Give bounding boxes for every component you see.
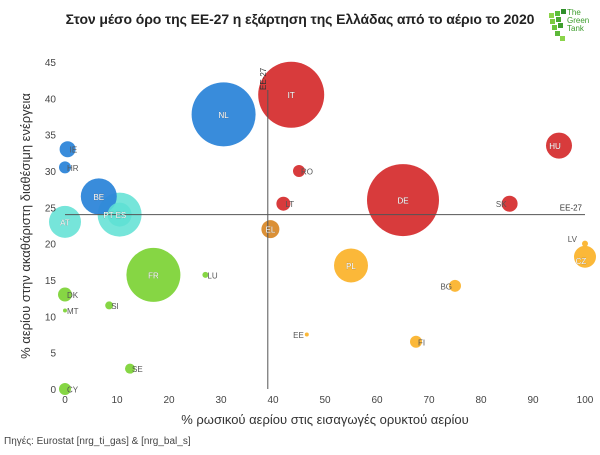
eu27-vertical-label: ΕΕ-27 [259,67,268,90]
y-tick-label: 15 [45,276,57,287]
x-tick-label: 80 [475,395,487,406]
x-tick-label: 90 [527,395,539,406]
bubble-label-cz: CZ [576,257,587,266]
y-tick-label: 25 [45,203,57,214]
bubble-cz[interactable] [574,245,596,268]
bubble-cy[interactable] [59,383,71,395]
bubble-ie[interactable] [59,141,76,158]
bubble-hr[interactable] [59,161,71,174]
y-tick-label: 35 [45,131,57,142]
logo-text: The Green Tank [567,9,589,33]
bubble-label-ee: EE [293,331,304,340]
bubble-nl[interactable] [191,82,256,147]
bubbles-layer [49,61,596,395]
bubble-label-lt: LT [285,200,294,209]
bubble-ro[interactable] [293,165,305,177]
x-tick-label: 30 [215,395,227,406]
bubble-label-nl: NL [218,111,229,120]
bubble-mt[interactable] [63,308,67,313]
x-tick-label: 50 [319,395,331,406]
x-tick-label: 60 [371,395,383,406]
bubble-label-it: IT [288,91,295,100]
bubble-label-el: EL [266,226,276,235]
bubble-label-be: BE [93,193,104,202]
bubble-lu[interactable] [202,271,209,278]
y-tick-label: 0 [50,385,56,396]
y-axis-ticks: 0 5 10 15 20 25 30 35 40 45 [45,58,57,396]
bubble-ee[interactable] [304,332,309,337]
bubble-de[interactable] [367,164,439,237]
bubble-lv[interactable] [582,240,588,247]
bubble-label-se: SE [132,365,143,374]
chart-title: Στον μέσο όρο της ΕΕ-27 η εξάρτηση της Ε… [65,11,535,27]
x-axis-label: % ρωσικού αερίου στις εισαγωγές ορυκτού … [181,412,469,427]
y-tick-label: 40 [45,94,57,105]
bubble-it[interactable] [258,61,325,128]
bubble-label-at: AT [60,218,70,227]
bubble-be[interactable] [80,178,117,215]
bubble-label-fr: FR [148,271,159,280]
logo-line-3: Tank [567,24,584,33]
bubble-label-mt: MT [67,307,79,316]
bubble-label-bg: BG [440,282,452,291]
bubble-label-ie: IE [70,146,78,155]
bubble-label-de: DE [397,197,408,206]
x-tick-label: 0 [62,395,68,406]
logo-line-1: The [567,8,581,17]
bubble-label-dk: DK [67,291,79,300]
bubble-at[interactable] [49,205,81,238]
y-tick-label: 45 [45,58,57,69]
bubble-el[interactable] [261,220,280,239]
bubble-label-cy: CY [67,386,79,395]
x-axis-ticks: 0 10 20 30 40 50 60 70 80 90 100 [62,395,594,406]
bubble-si[interactable] [105,301,114,310]
green-tank-logo: The Green Tank [547,5,595,45]
bubble-fr[interactable] [126,247,181,302]
logo-line-2: Green [567,16,590,25]
bubble-label-lu: LU [207,271,217,280]
bubble-label-lv: LV [568,235,578,244]
bubble-se[interactable] [125,363,135,374]
bubble-label-es: ES [116,211,127,220]
bubble-label-si: SI [111,302,119,311]
x-tick-label: 20 [163,395,175,406]
y-tick-label: 10 [45,312,57,323]
eu27-horizontal-label: ΕΕ-27 [560,204,583,213]
bubble-lt[interactable] [276,196,291,211]
source-note: Πηγές: Eurostat [nrg_ti_gas] & [nrg_bal_… [4,436,191,447]
bubble-fi[interactable] [410,335,422,348]
x-tick-label: 40 [267,395,279,406]
bubble-label-fi: FI [418,338,425,347]
bubble-label-pl: PL [346,262,356,271]
bubble-sk[interactable] [501,195,518,212]
bubble-hu[interactable] [546,132,572,159]
bubble-label-sk: SK [496,200,507,209]
bubble-label-pt: PT [103,211,113,220]
bubble-label-hu: HU [549,142,561,151]
bubble-label-ro: RO [301,168,313,177]
logo-leaf-icon [549,9,566,41]
bubble-label-hr: HR [67,164,79,173]
y-tick-label: 5 [50,349,56,360]
bubble-bg[interactable] [449,279,461,292]
reference-lines: ΕΕ-27 ΕΕ-27 [65,67,585,389]
bubble-pl[interactable] [334,248,368,283]
x-tick-label: 100 [577,395,594,406]
x-tick-label: 70 [423,395,435,406]
bubble-dk[interactable] [58,287,72,302]
y-axis-label: % αερίου στην ακαθάριστη διαθέσιμη ενέργ… [18,93,33,359]
y-tick-label: 30 [45,167,57,178]
x-tick-label: 10 [111,395,123,406]
y-tick-label: 20 [45,240,57,251]
bubble-labels: IE HR BE NL AT PT ES IT RO LT DE SK HU EL PL LV CZ BG EE FI… [60,91,587,395]
